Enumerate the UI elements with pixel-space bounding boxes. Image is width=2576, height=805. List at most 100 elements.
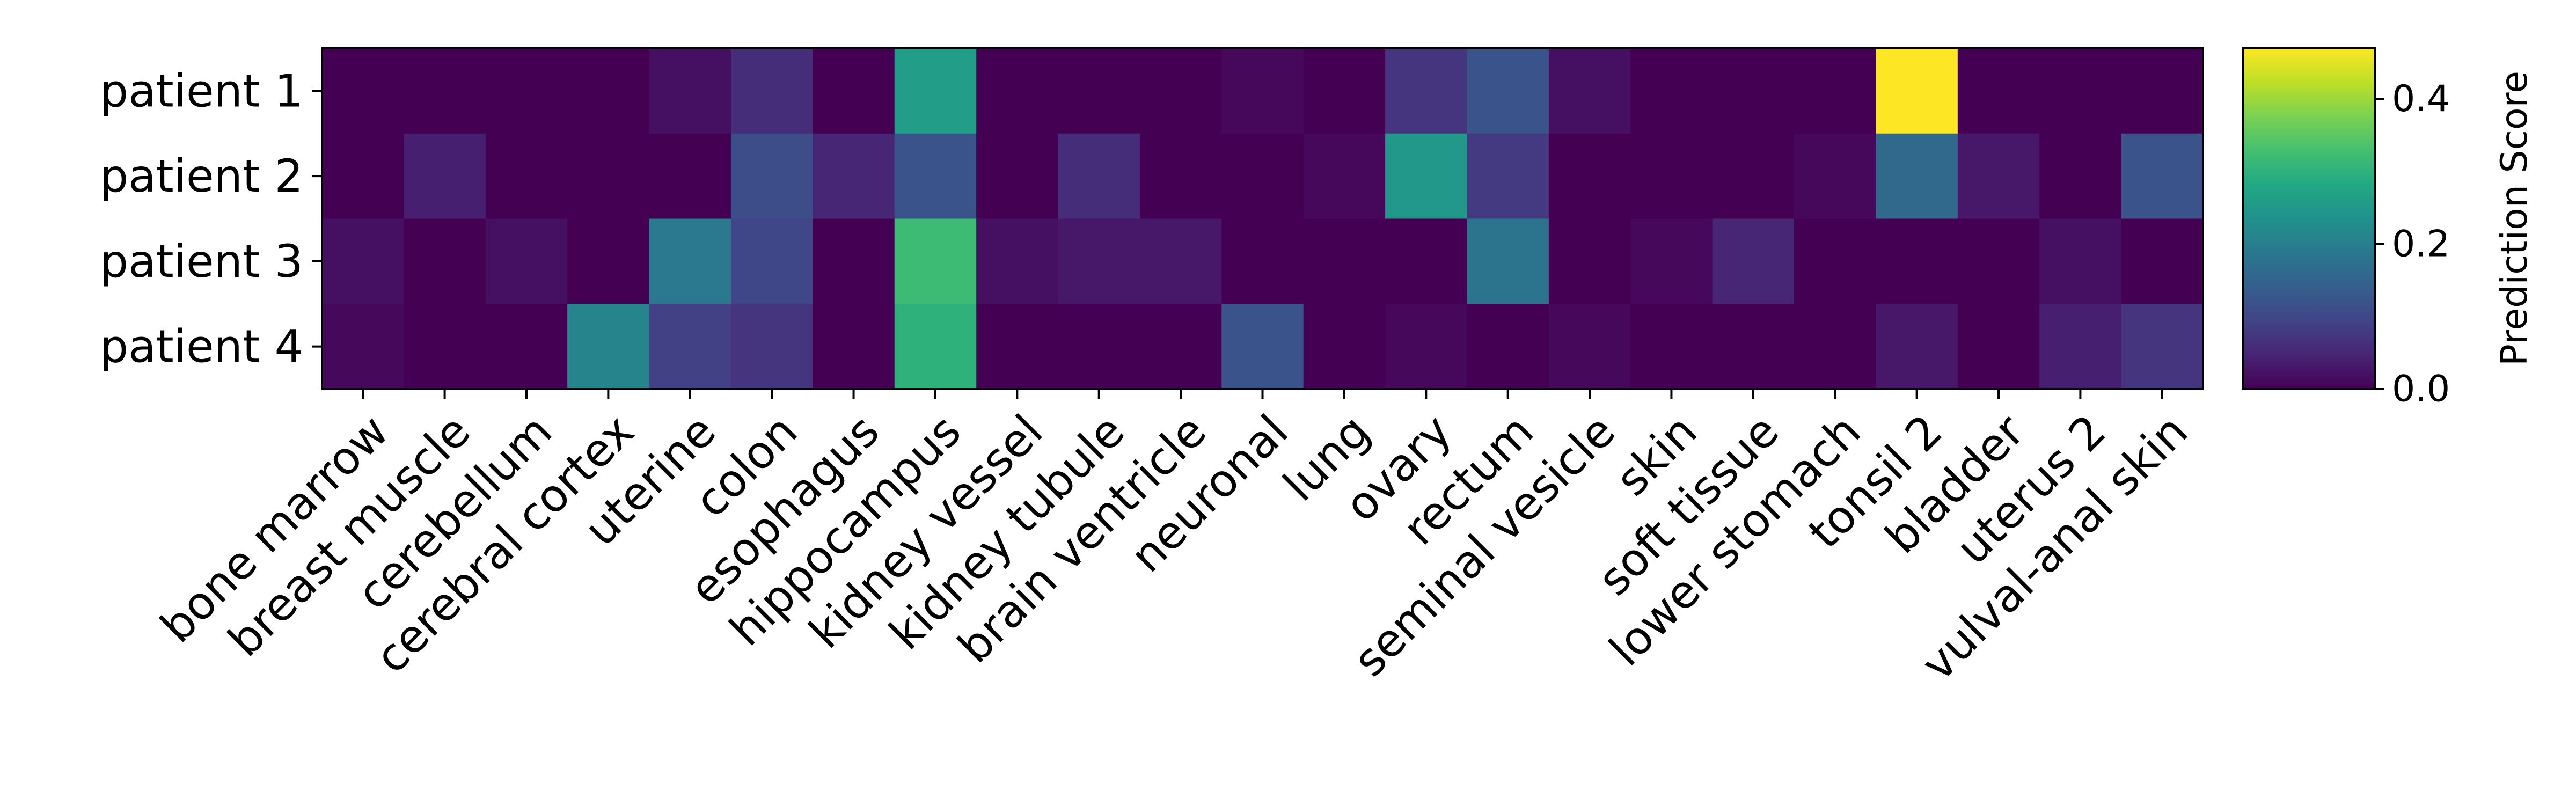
heatmap-cell — [567, 218, 650, 304]
colorbar-tick-label: 0.2 — [2392, 223, 2450, 265]
heatmap-cell — [1957, 133, 2040, 219]
heatmap-cell — [1303, 218, 1386, 304]
heatmap-cell — [649, 133, 731, 219]
heatmap-cell — [1957, 48, 2040, 134]
heatmap-cell — [1139, 304, 1222, 390]
heatmap-cell — [485, 48, 568, 134]
heatmap-cell — [1876, 304, 1958, 390]
heatmap-cell — [1876, 133, 1958, 219]
heatmap-cell — [730, 304, 813, 390]
heatmap-cell — [2121, 218, 2204, 304]
heatmap-cell — [404, 304, 486, 390]
heatmap-cell — [1221, 48, 1304, 134]
heatmap-cell — [1712, 218, 1795, 304]
colorbar — [2243, 48, 2375, 389]
heatmap-cell — [1221, 133, 1304, 219]
heatmap-cell — [1139, 48, 1222, 134]
heatmap-cell — [730, 133, 813, 219]
heatmap-cell — [2039, 304, 2122, 390]
heatmap-cells — [322, 48, 2204, 390]
heatmap-cell — [813, 48, 895, 134]
heatmap-cell — [1058, 304, 1140, 390]
row-label: patient 3 — [100, 235, 303, 288]
heatmap-cell — [1548, 133, 1631, 219]
heatmap-cell — [1794, 304, 1877, 390]
heatmap-cell — [1794, 133, 1877, 219]
heatmap-cell — [730, 218, 813, 304]
heatmap-cell — [485, 133, 568, 219]
heatmap-cell — [813, 304, 895, 390]
heatmap-cell — [1876, 218, 1958, 304]
heatmap-cell — [322, 133, 404, 219]
heatmap-cell — [1221, 304, 1304, 390]
heatmap-cell — [2039, 48, 2122, 134]
heatmap-cell — [1630, 48, 1713, 134]
heatmap-cell — [1876, 48, 1958, 134]
heatmap-cell — [894, 304, 977, 390]
heatmap-cell — [976, 304, 1059, 390]
heatmap-cell — [485, 218, 568, 304]
heatmap-cell — [1303, 133, 1386, 219]
colorbar-tick-label: 0.0 — [2392, 368, 2450, 411]
row-label: patient 2 — [100, 150, 303, 202]
heatmap-cell — [485, 304, 568, 390]
heatmap-cell — [1139, 218, 1222, 304]
heatmap-cell — [322, 304, 404, 390]
heatmap-cell — [894, 218, 977, 304]
heatmap-cell — [2121, 48, 2204, 134]
heatmap-cell — [2121, 304, 2204, 390]
heatmap-cell — [1058, 133, 1140, 219]
heatmap-cell — [649, 304, 731, 390]
heatmap-cell — [567, 304, 650, 390]
heatmap-cell — [1058, 218, 1140, 304]
heatmap-cell — [1467, 133, 1549, 219]
heatmap-cell — [1794, 218, 1877, 304]
heatmap-cell — [1548, 218, 1631, 304]
heatmap-cell — [976, 218, 1059, 304]
heatmap-cell — [976, 133, 1059, 219]
heatmap-cell — [1467, 48, 1549, 134]
row-label: patient 4 — [100, 320, 303, 373]
heatmap-cell — [1630, 133, 1713, 219]
heatmap-cell — [1712, 133, 1795, 219]
heatmap-cell — [1467, 304, 1549, 390]
heatmap-cell — [1385, 48, 1468, 134]
colorbar-title: Prediction Score — [2493, 71, 2536, 366]
heatmap-cell — [1303, 304, 1386, 390]
heatmap-cell — [894, 48, 977, 134]
heatmap-cell — [322, 218, 404, 304]
heatmap-cell — [1712, 304, 1795, 390]
heatmap-cell — [1058, 48, 1140, 134]
heatmap-cell — [813, 133, 895, 219]
heatmap-cell — [1548, 304, 1631, 390]
heatmap-cell — [2121, 133, 2204, 219]
heatmap-cell — [1957, 304, 2040, 390]
heatmap-cell — [2039, 218, 2122, 304]
heatmap-cell — [1794, 48, 1877, 134]
heatmap-cell — [2039, 133, 2122, 219]
heatmap-cell — [567, 133, 650, 219]
colorbar-ticks: 0.0 0.2 0.4 — [2375, 78, 2450, 411]
heatmap-cell — [649, 48, 731, 134]
heatmap-cell — [649, 218, 731, 304]
row-label: patient 1 — [100, 64, 303, 117]
heatmap-cell — [404, 133, 486, 219]
heatmap-cell — [1712, 48, 1795, 134]
heatmap-cell — [730, 48, 813, 134]
heatmap-cell — [976, 48, 1059, 134]
heatmap-cell — [567, 48, 650, 134]
heatmap-cell — [1385, 133, 1468, 219]
heatmap-cell — [1630, 218, 1713, 304]
heatmap-cell — [894, 133, 977, 219]
heatmap-cell — [1548, 48, 1631, 134]
heatmap-cell — [1303, 48, 1386, 134]
heatmap-cell — [1385, 304, 1468, 390]
heatmap-cell — [813, 218, 895, 304]
heatmap-cell — [404, 218, 486, 304]
heatmap-cell — [404, 48, 486, 134]
colorbar-tick-label: 0.4 — [2392, 78, 2450, 120]
row-ticks: patient 1 patient 2 patient 3 patient 4 — [100, 64, 322, 373]
heatmap-cell — [1467, 218, 1549, 304]
